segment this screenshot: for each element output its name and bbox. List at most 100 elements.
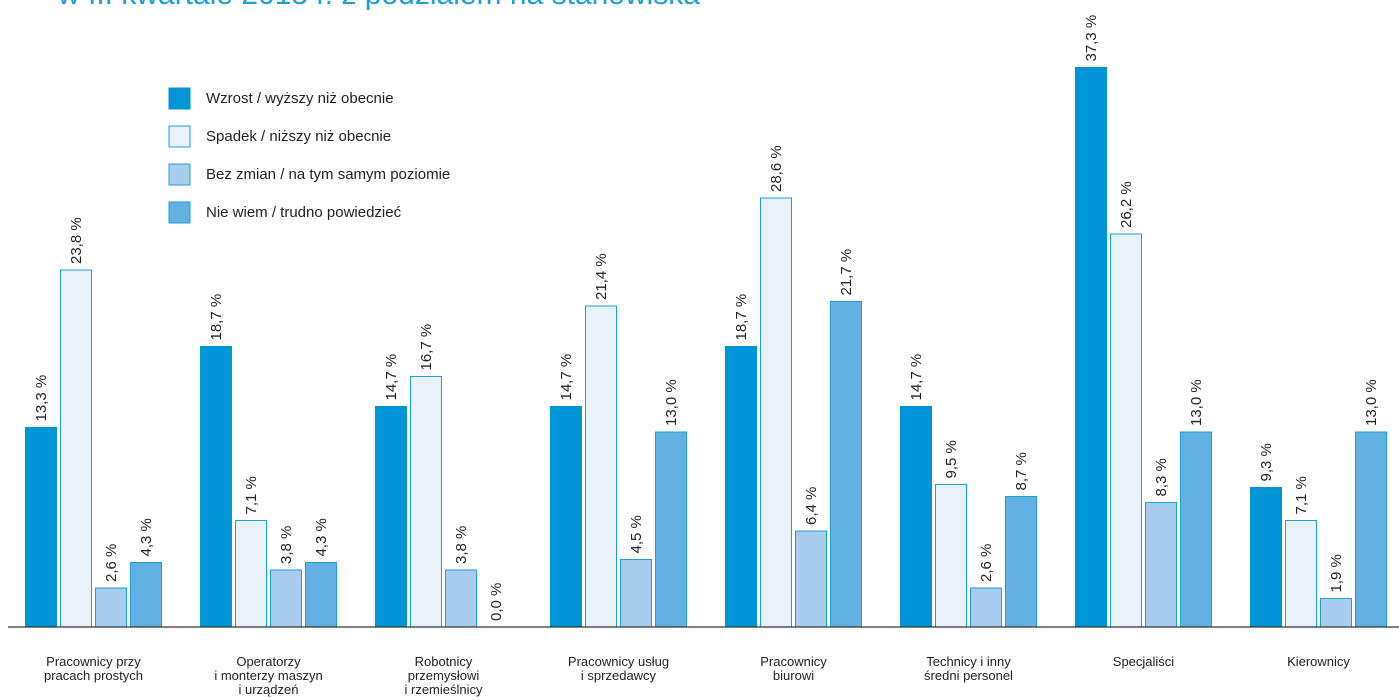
value-label: 4,3 % <box>138 518 155 556</box>
bar-pracownicy-przy-pracach-prostych-nie-wiem-trudno-powiedziec <box>130 562 162 628</box>
category-label-line: Pracownicy usług <box>568 654 669 669</box>
category-label: Pracownicy biurowi <box>760 654 827 683</box>
bar-pracownicy-przy-pracach-prostych-bez-zmian-na-tym-samym-poziomie <box>95 587 127 628</box>
bar-pracownicy-przy-pracach-prostych-wzrost-wyzszy-niz-obecnie <box>25 427 57 628</box>
value-label: 13,0 % <box>663 379 680 426</box>
bars <box>25 67 1387 628</box>
bar-specjalisci-spadek-nizszy-niz-obecnie <box>1110 233 1142 628</box>
category-label: Robotnicy przemysłowi i rzemieślnicy <box>404 654 483 697</box>
legend-label: Nie wiem / trudno powiedzieć <box>206 204 402 221</box>
value-label: 18,7 % <box>733 294 750 341</box>
bar-operatorzy-i-monterzy-maszyn-i-urzadzen-nie-wiem-trudno-powiedziec <box>305 562 337 628</box>
value-label: 21,7 % <box>838 249 855 296</box>
category-label-line: pracach prostych <box>44 668 143 683</box>
value-label: 13,0 % <box>1188 379 1205 426</box>
bar-pracownicy-uslug-i-sprzedawcy-wzrost-wyzszy-niz-obecnie <box>550 406 582 628</box>
legend: Wzrost / wyższy niż obecnie Spadek / niżs… <box>168 87 450 224</box>
value-label: 0,0 % <box>488 583 505 621</box>
bar-specjalisci-nie-wiem-trudno-powiedziec <box>1180 431 1212 628</box>
value-label: 2,6 % <box>103 544 120 582</box>
bar-technicy-i-inny-sredni-personel-spadek-nizszy-niz-obecnie <box>935 484 967 628</box>
value-label: 23,8 % <box>68 217 85 264</box>
category-label-line: Kierownicy <box>1287 654 1350 669</box>
value-label: 6,4 % <box>803 487 820 525</box>
legend-label: Bez zmian / na tym samym poziomie <box>206 166 450 183</box>
category-label-line: średni personel <box>924 668 1013 683</box>
bar-specjalisci-wzrost-wyzszy-niz-obecnie <box>1075 67 1107 628</box>
value-label: 9,3 % <box>1258 443 1275 481</box>
bar-kierownicy-wzrost-wyzszy-niz-obecnie <box>1250 487 1282 628</box>
legend-swatch <box>168 163 191 186</box>
value-label: 16,7 % <box>418 324 435 371</box>
value-label: 7,1 % <box>243 476 260 514</box>
bar-pracownicy-uslug-i-sprzedawcy-nie-wiem-trudno-powiedziec <box>655 431 687 628</box>
bar-pracownicy-uslug-i-sprzedawcy-spadek-nizszy-niz-obecnie <box>585 305 617 628</box>
bar-kierownicy-spadek-nizszy-niz-obecnie <box>1285 520 1317 628</box>
bar-kierownicy-nie-wiem-trudno-powiedziec <box>1355 431 1387 628</box>
category-label-line: biurowi <box>773 668 814 683</box>
value-label: 4,5 % <box>628 515 645 553</box>
bar-pracownicy-biurowi-bez-zmian-na-tym-samym-poziomie <box>795 530 827 628</box>
category-label-line: Operatorzy <box>236 654 301 669</box>
value-label: 14,7 % <box>908 354 925 401</box>
legend-swatch <box>168 125 191 148</box>
value-label: 3,8 % <box>278 526 295 564</box>
bar-robotnicy-przemyslowi-i-rzemieslnicy-wzrost-wyzszy-niz-obecnie <box>375 406 407 628</box>
category-label-line: Technicy i inny <box>926 654 1011 669</box>
bar-pracownicy-biurowi-spadek-nizszy-niz-obecnie <box>760 197 792 628</box>
legend-swatch <box>168 87 191 110</box>
value-label: 3,8 % <box>453 526 470 564</box>
value-label: 18,7 % <box>208 294 225 341</box>
value-label: 13,0 % <box>1363 379 1380 426</box>
category-label-line: i sprzedawcy <box>581 668 657 683</box>
bar-pracownicy-biurowi-wzrost-wyzszy-niz-obecnie <box>725 346 757 628</box>
category-label-line: Pracownicy przy <box>46 654 141 669</box>
bar-specjalisci-bez-zmian-na-tym-samym-poziomie <box>1145 502 1177 628</box>
category-label: Specjaliści <box>1113 654 1175 669</box>
value-label: 14,7 % <box>558 354 575 401</box>
value-label: 8,3 % <box>1153 458 1170 496</box>
value-label: 1,9 % <box>1328 554 1345 592</box>
value-label: 4,3 % <box>313 518 330 556</box>
value-labels: 13,3 % 23,8 % 2,6 % 4,3 % 18,7 % 7,1 % 3,8 % 4,… <box>33 15 1380 621</box>
category-label-line: Pracownicy <box>760 654 827 669</box>
value-label: 13,3 % <box>33 375 50 422</box>
legend-swatch <box>168 201 191 224</box>
value-label: 21,4 % <box>593 253 610 300</box>
category-label: Pracownicy usług i sprzedawcy <box>568 654 669 683</box>
bar-pracownicy-przy-pracach-prostych-spadek-nizszy-niz-obecnie <box>60 269 92 628</box>
bar-technicy-i-inny-sredni-personel-wzrost-wyzszy-niz-obecnie <box>900 406 932 628</box>
category-label: Operatorzy i monterzy maszyn i urządzeń <box>214 654 322 697</box>
category-label-line: przemysłowi <box>408 668 480 683</box>
category-label-line: Robotnicy <box>415 654 473 669</box>
value-label: 28,6 % <box>768 145 785 192</box>
category-label: Kierownicy <box>1287 654 1350 669</box>
value-label: 8,7 % <box>1013 452 1030 490</box>
bar-pracownicy-uslug-i-sprzedawcy-bez-zmian-na-tym-samym-poziomie <box>620 559 652 628</box>
value-label: 37,3 % <box>1083 15 1100 62</box>
bar-robotnicy-przemyslowi-i-rzemieslnicy-bez-zmian-na-tym-samym-poziomie <box>445 569 477 628</box>
bar-technicy-i-inny-sredni-personel-nie-wiem-trudno-powiedziec <box>1005 496 1037 628</box>
bar-operatorzy-i-monterzy-maszyn-i-urzadzen-spadek-nizszy-niz-obecnie <box>235 520 267 628</box>
bar-operatorzy-i-monterzy-maszyn-i-urzadzen-bez-zmian-na-tym-samym-poziomie <box>270 569 302 628</box>
value-label: 9,5 % <box>943 440 960 478</box>
bar-technicy-i-inny-sredni-personel-bez-zmian-na-tym-samym-poziomie <box>970 587 1002 628</box>
category-label-line: i monterzy maszyn <box>214 668 322 683</box>
category-label-line: Specjaliści <box>1113 654 1175 669</box>
value-label: 2,6 % <box>978 544 995 582</box>
category-label-line: i rzemieślnicy <box>404 682 483 697</box>
legend-label: Wzrost / wyższy niż obecnie <box>206 90 394 107</box>
value-label: 7,1 % <box>1293 476 1310 514</box>
category-labels: Pracownicy przy pracach prostych Operatorz… <box>44 654 1350 697</box>
bar-robotnicy-przemyslowi-i-rzemieslnicy-spadek-nizszy-niz-obecnie <box>410 376 442 628</box>
category-label: Pracownicy przy pracach prostych <box>44 654 143 683</box>
bar-kierownicy-bez-zmian-na-tym-samym-poziomie <box>1320 598 1352 628</box>
bar-operatorzy-i-monterzy-maszyn-i-urzadzen-wzrost-wyzszy-niz-obecnie <box>200 346 232 628</box>
chart-title: w III kwartale 2015 r. z podziałem na st… <box>58 0 700 12</box>
value-label: 14,7 % <box>383 354 400 401</box>
bar-pracownicy-biurowi-nie-wiem-trudno-powiedziec <box>830 301 862 628</box>
legend-label: Spadek / niższy niż obecnie <box>206 128 391 145</box>
value-label: 26,2 % <box>1118 181 1135 228</box>
